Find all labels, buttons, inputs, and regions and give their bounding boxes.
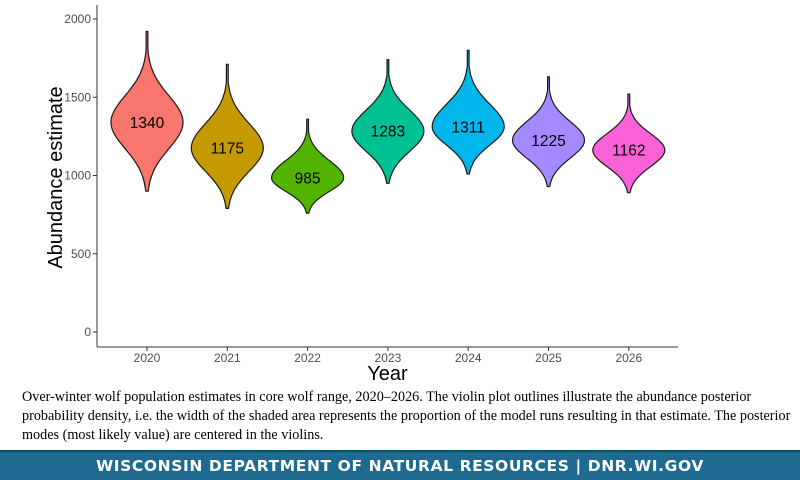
footer-text: WISCONSIN DEPARTMENT OF NATURAL RESOURCE…: [96, 457, 704, 475]
x-tick-label: 2024: [455, 351, 482, 365]
violin-2021: [190, 63, 264, 209]
violin-mode-label: 1162: [612, 143, 645, 160]
x-tick-label: 2021: [214, 351, 241, 365]
x-tick-label: 2022: [294, 351, 321, 365]
violin-2020: [110, 30, 184, 192]
y-tick-label: 1500: [64, 90, 91, 104]
x-tick-label: 2025: [535, 351, 562, 365]
violin-mode-label: 1225: [531, 133, 565, 150]
x-tick-label: 2026: [615, 351, 642, 365]
y-tick-label: 500: [71, 247, 91, 261]
violin-2025: [511, 76, 586, 188]
violin-mode-label: 1340: [130, 115, 165, 132]
x-axis-title: Year: [367, 363, 408, 385]
violin-mode-label: 1175: [211, 141, 244, 158]
violin-2026: [592, 93, 666, 194]
violins-group: 1340 1175 985 1283 1311 1225 1162: [110, 30, 666, 214]
x-tick-label: 2020: [134, 351, 161, 365]
footer-bar: WISCONSIN DEPARTMENT OF NATURAL RESOURCE…: [0, 450, 800, 480]
violin-2022: [270, 118, 345, 214]
y-axis-title: Abundance estimate: [45, 86, 67, 268]
x-tick-label: 2023: [375, 351, 402, 365]
violin-2023: [351, 59, 425, 184]
violin-mode-label: 1311: [452, 119, 485, 136]
y-tick-label: 1000: [64, 169, 91, 183]
violin-2024: [431, 49, 505, 175]
y-tick-label: 2000: [64, 12, 91, 26]
violin-mode-label: 985: [295, 170, 321, 187]
violin-mode-label: 1283: [371, 124, 405, 141]
violin-chart: 0 500 1000 1500 2000 2020 2021 2022 2023 2024 2025…: [45, 5, 678, 385]
y-tick-label: 0: [84, 325, 91, 339]
chart-axes: 0 500 1000 1500 2000 2020 2021 2022 2023 2024 2025…: [64, 5, 678, 365]
figure-caption: Over-winter wolf population estimates in…: [22, 389, 791, 443]
